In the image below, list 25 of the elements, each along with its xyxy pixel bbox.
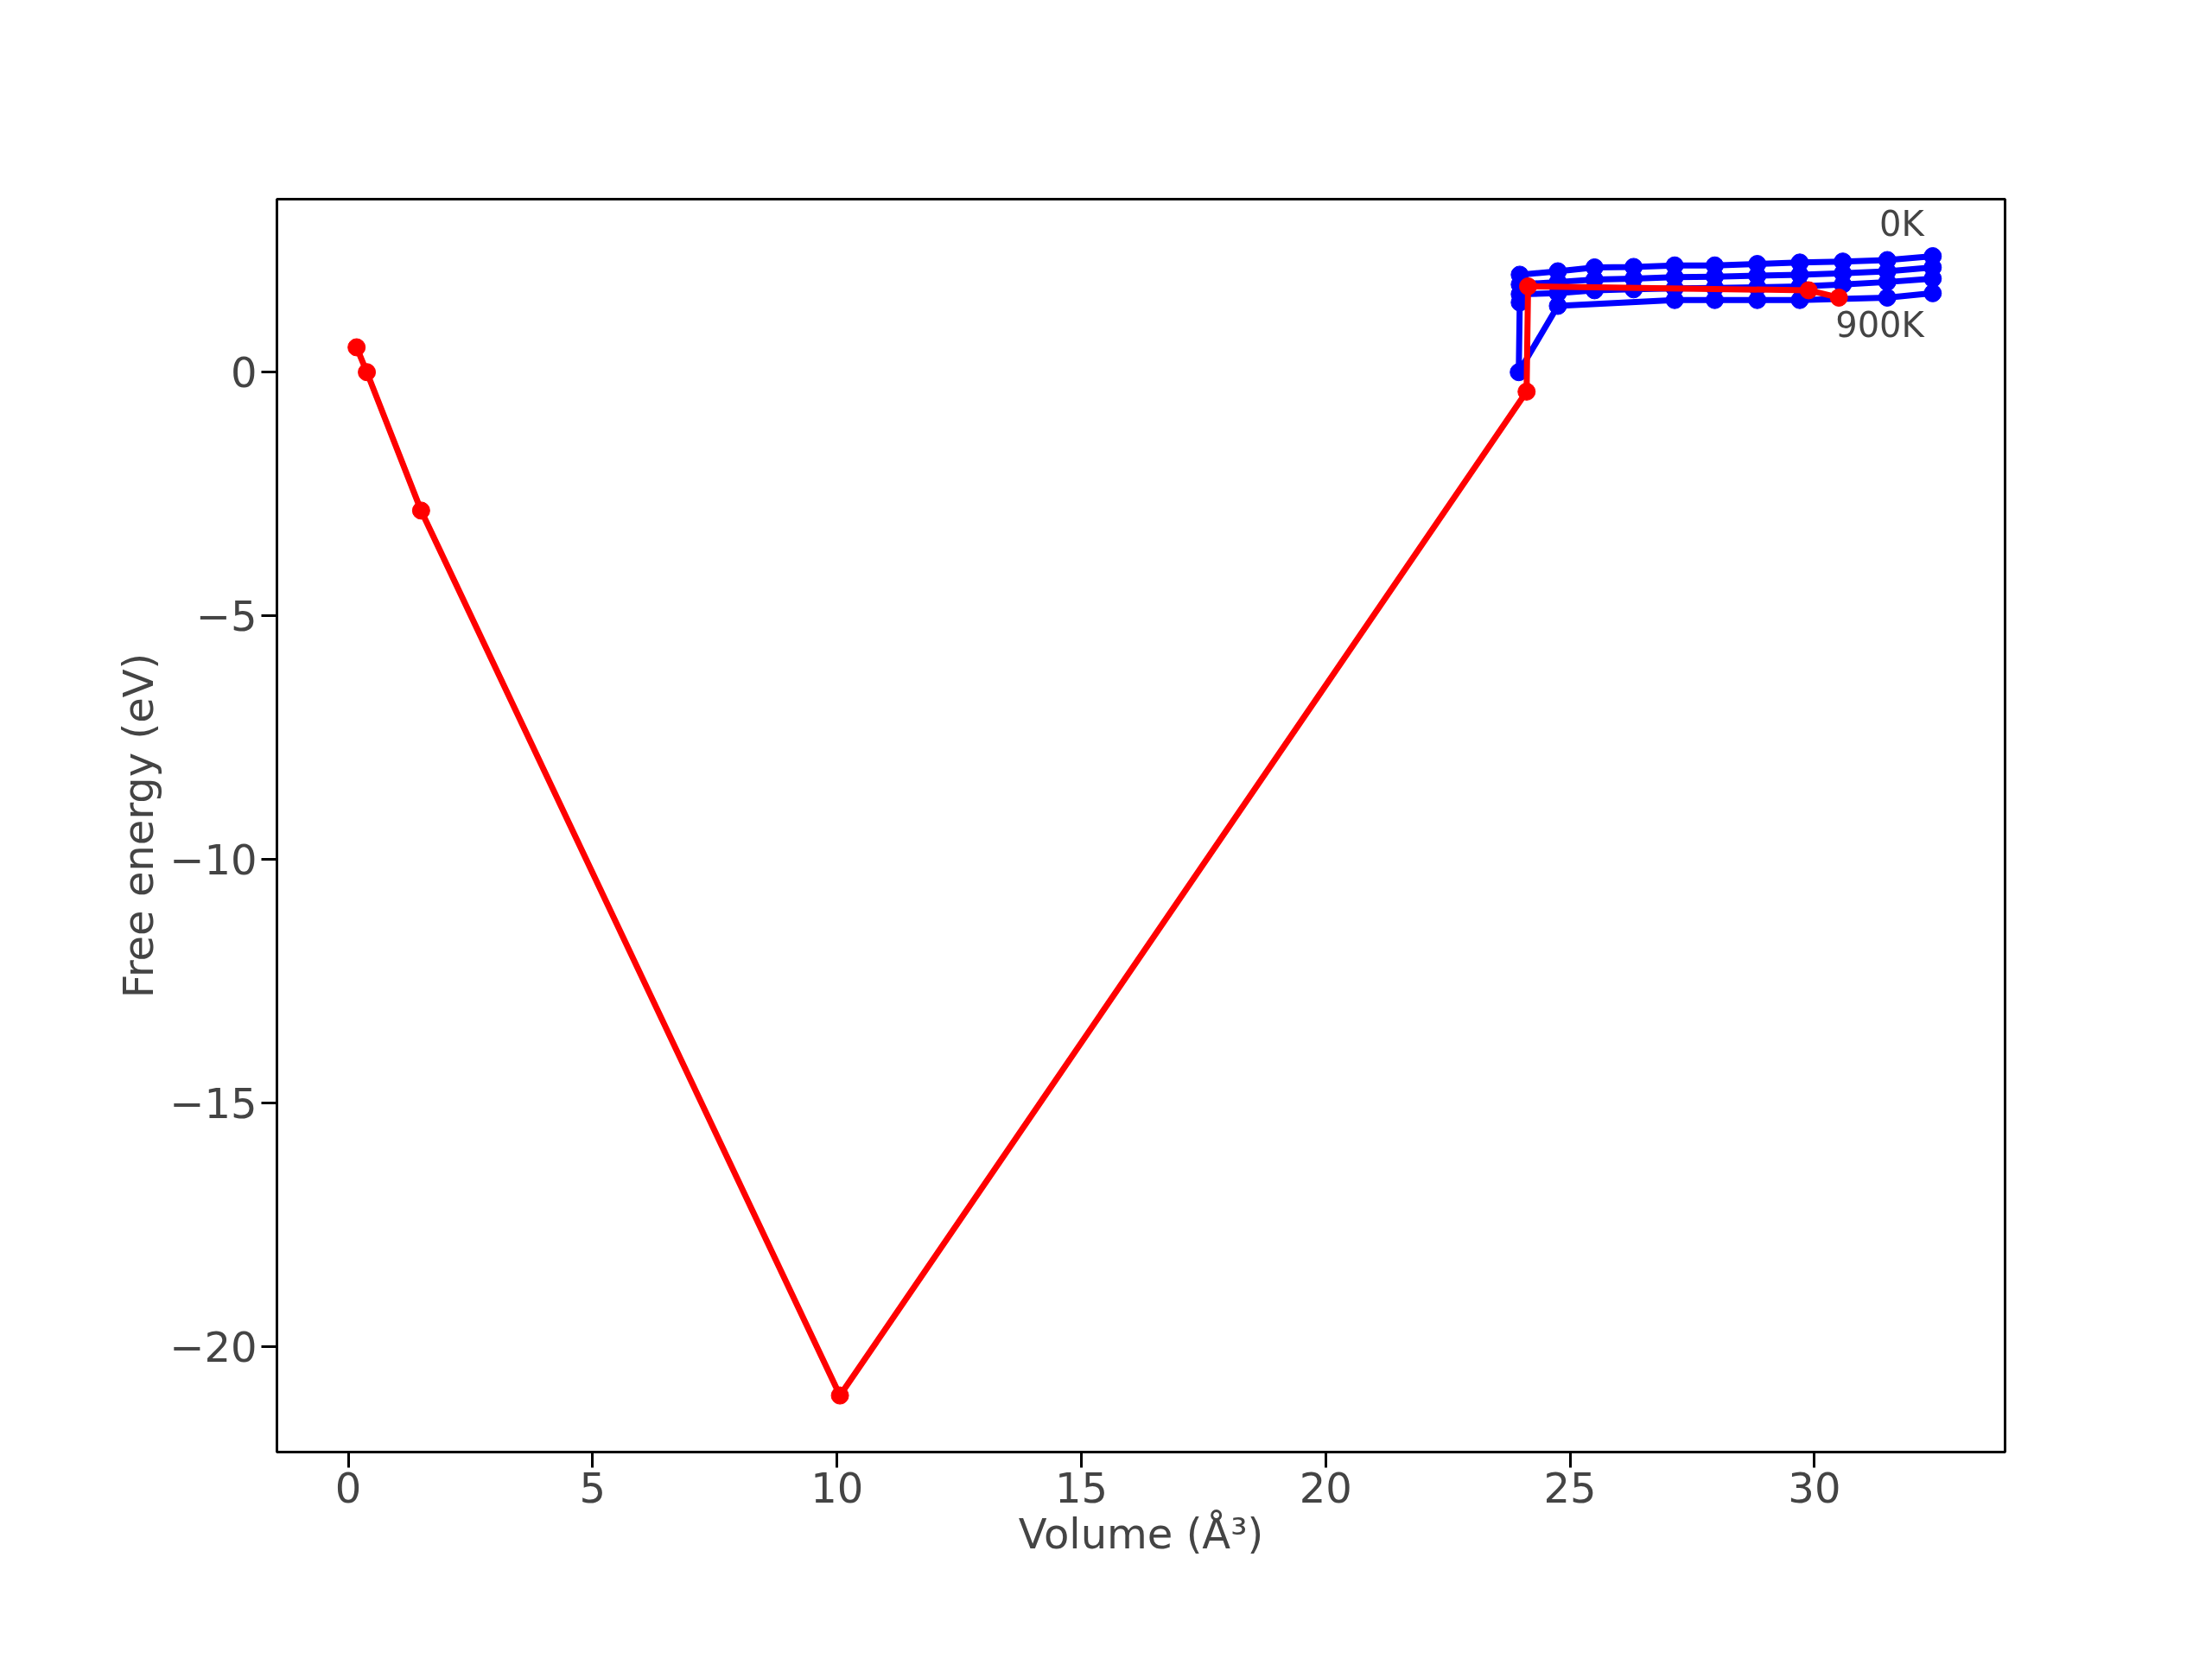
point <box>1799 281 1818 300</box>
y-tick-label: −5 <box>195 592 257 641</box>
point <box>830 1386 849 1405</box>
point <box>358 363 377 382</box>
y-tick-label: −15 <box>169 1079 257 1128</box>
y-tick-label: 0 <box>230 348 257 397</box>
point <box>1548 296 1567 315</box>
y-tick-label: −10 <box>169 836 257 885</box>
point <box>1829 288 1848 307</box>
y-tick-label: −20 <box>169 1323 257 1372</box>
point <box>1878 288 1897 307</box>
x-tick-label: 25 <box>1543 1463 1597 1512</box>
point <box>1923 283 1942 302</box>
annotation: 900K <box>1835 305 1926 346</box>
annotation: 0K <box>1879 204 1926 245</box>
point <box>1518 276 1537 296</box>
point <box>411 501 430 520</box>
point <box>347 338 366 357</box>
x-tick-label: 20 <box>1299 1463 1352 1512</box>
x-tick-label: 0 <box>334 1463 362 1512</box>
x-tick-label: 10 <box>810 1463 864 1512</box>
x-tick-label: 5 <box>579 1463 607 1512</box>
point <box>1517 382 1536 401</box>
x-tick-label: 30 <box>1788 1463 1841 1512</box>
y-axis-title: Free energy (eV) <box>114 652 163 999</box>
